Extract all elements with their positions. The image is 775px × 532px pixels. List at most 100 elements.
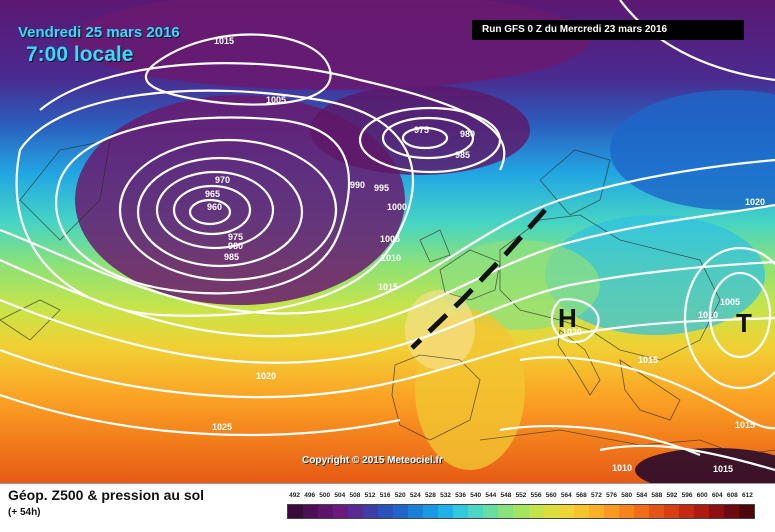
color-scale-labels: 492 496 500 504 508 512 516 520 524 528 532 536 540 5… — [284, 492, 753, 502]
model-run-label: Run GFS 0 Z du Mercredi 23 mars 2016 — [472, 20, 744, 40]
forecast-date: Vendredi 25 mars 2016 — [18, 24, 180, 41]
pressure-centers: H 1020 T — [558, 303, 752, 338]
isobar-label: 1025 — [212, 422, 232, 432]
scale-tick-label: 536 — [455, 492, 467, 499]
scale-swatch — [648, 505, 664, 518]
scale-tick-label: 568 — [575, 492, 587, 499]
scale-swatch — [498, 505, 514, 518]
isobar-label: 985 — [455, 150, 470, 160]
scale-swatch — [693, 505, 709, 518]
isobar-label: 1015 — [214, 36, 234, 46]
isobar-label: 990 — [350, 180, 365, 190]
scale-swatch — [288, 505, 304, 518]
scale-tick-label: 564 — [560, 492, 572, 499]
scale-swatch — [408, 505, 424, 518]
cold-front — [410, 208, 547, 350]
isobar-label: 1015 — [735, 420, 755, 430]
scale-swatch — [573, 505, 589, 518]
scale-tick-label: 500 — [319, 492, 331, 499]
isobar-label: 1010 — [612, 463, 632, 473]
scale-swatch — [468, 505, 484, 518]
scale-tick-label: 544 — [485, 492, 497, 499]
scale-tick-label: 600 — [696, 492, 708, 499]
isobar-label: 1020 — [745, 197, 765, 207]
scale-swatch — [603, 505, 619, 518]
isobar-label: 1005 — [720, 297, 740, 307]
scale-swatch — [513, 505, 529, 518]
scale-tick-label: 540 — [470, 492, 482, 499]
scale-swatch — [378, 505, 394, 518]
scale-tick-label: 516 — [379, 492, 391, 499]
scale-tick-label: 572 — [591, 492, 602, 499]
scale-tick-label: 532 — [440, 492, 451, 499]
legend-subtitle: (+ 54h) — [8, 507, 41, 518]
scale-swatch — [483, 505, 499, 518]
scale-tick-label: 512 — [364, 492, 376, 499]
high-pressure-symbol: H — [558, 303, 577, 333]
isobar-label: 980 — [228, 241, 243, 251]
scale-tick-label: 548 — [500, 492, 512, 499]
scale-swatch — [303, 505, 319, 518]
scale-tick-label: 596 — [681, 492, 693, 499]
isobar-label: 985 — [224, 252, 239, 262]
isobar-label: 1005 — [266, 95, 286, 105]
scale-tick-label: 608 — [726, 492, 738, 499]
scale-swatch — [318, 505, 334, 518]
scale-swatch — [438, 505, 454, 518]
scale-swatch — [678, 505, 694, 518]
isobar-label: 980 — [460, 129, 475, 139]
isobar-label: 970 — [215, 175, 230, 185]
coastlines — [0, 139, 775, 456]
scale-swatch — [588, 505, 604, 518]
high-pressure-value: 1020 — [562, 327, 582, 337]
isobar-label: 1000 — [387, 202, 407, 212]
scale-swatch — [738, 505, 754, 518]
isobar-label: 1020 — [256, 371, 276, 381]
scale-swatch — [363, 505, 379, 518]
forecast-hour: 7:00 locale — [26, 43, 134, 66]
copyright-notice: Copyright © 2015 Meteociel.fr — [302, 455, 443, 466]
scale-tick-label: 612 — [742, 492, 753, 499]
legend-panel: Géop. Z500 & pression au sol (+ 54h) 492… — [0, 483, 775, 532]
scale-swatch — [723, 505, 739, 518]
scale-tick-label: 556 — [530, 492, 542, 499]
scale-tick-label: 576 — [606, 492, 618, 499]
scale-swatch — [708, 505, 724, 518]
isobar-label: 1015 — [378, 282, 398, 292]
isobar-label: 1010 — [698, 310, 718, 320]
scale-tick-label: 492 — [289, 492, 300, 499]
scale-swatch — [663, 505, 679, 518]
low-pressure-symbol: T — [736, 308, 752, 338]
scale-swatch — [558, 505, 574, 518]
scale-swatch — [618, 505, 634, 518]
isobar-labels: 1015 1005 975 980 985 970 965 960 975 98… — [205, 36, 765, 474]
scale-swatch — [423, 505, 439, 518]
scale-tick-label: 560 — [545, 492, 557, 499]
scale-tick-label: 584 — [636, 492, 648, 499]
color-scale-bar — [287, 504, 755, 519]
scale-swatch — [393, 505, 409, 518]
scale-tick-label: 524 — [409, 492, 421, 499]
scale-tick-label: 552 — [515, 492, 527, 499]
scale-swatch — [348, 505, 364, 518]
isobar-label: 1015 — [638, 355, 658, 365]
isobars — [0, 0, 775, 470]
scale-tick-label: 604 — [711, 492, 723, 499]
scale-tick-label: 592 — [666, 492, 678, 499]
legend-title: Géop. Z500 & pression au sol — [8, 487, 205, 503]
isobar-label: 975 — [414, 125, 429, 135]
scale-tick-label: 508 — [349, 492, 361, 499]
scale-tick-label: 496 — [304, 492, 316, 499]
scale-tick-label: 520 — [394, 492, 406, 499]
isobar-label: 1015 — [713, 464, 733, 474]
scale-swatch — [633, 505, 649, 518]
scale-tick-label: 528 — [424, 492, 436, 499]
scale-swatch — [528, 505, 544, 518]
scale-tick-label: 588 — [651, 492, 663, 499]
isobar-label: 995 — [374, 183, 389, 193]
isobar-label: 1005 — [380, 234, 400, 244]
isobar-label: 975 — [228, 232, 243, 242]
isobar-label: 1010 — [381, 253, 401, 263]
scale-swatch — [453, 505, 469, 518]
